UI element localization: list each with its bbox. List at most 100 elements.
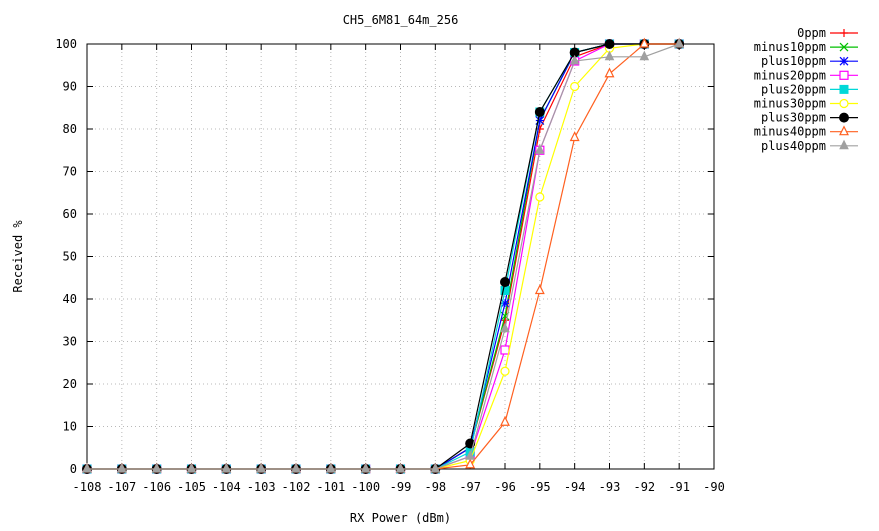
data-point-0ppm <box>535 125 544 133</box>
x-tick-label: -103 <box>247 480 276 494</box>
circle-open-marker <box>839 98 849 109</box>
data-point-plus40ppm <box>674 37 684 48</box>
legend-item-minus10ppm: minus10ppm <box>754 40 858 54</box>
y-tick-label: 0 <box>70 462 77 476</box>
x-tick-label: -108 <box>73 480 102 494</box>
y-tick-label: 50 <box>63 250 77 264</box>
data-point-plus40ppm <box>256 462 266 473</box>
data-point-minus30ppm <box>570 81 580 92</box>
data-point-plus40ppm <box>221 462 232 473</box>
x-tick-label: -106 <box>142 480 171 494</box>
data-point-plus40ppm <box>117 462 127 473</box>
x-tick-label: -99 <box>390 480 412 494</box>
data-point-plus40ppm <box>291 462 301 473</box>
legend-item-plus10ppm: plus10ppm <box>761 54 858 68</box>
y-axis-label: Received % <box>11 220 25 293</box>
legend-item-minus40ppm: minus40ppm <box>754 125 858 139</box>
legend-item-minus20ppm: minus20ppm <box>754 68 858 82</box>
y-tick-label: 40 <box>63 292 77 306</box>
chart-title: CH5_6M81_64m_256 <box>343 13 459 27</box>
legend-item-plus30ppm: plus30ppm <box>761 111 858 125</box>
x-tick-label: -91 <box>668 480 690 494</box>
series-layer <box>82 37 685 474</box>
data-point-minus40ppm <box>604 67 615 78</box>
data-point-plus40ppm <box>326 462 336 473</box>
y-tick-label: 10 <box>63 420 77 434</box>
data-point-plus40ppm <box>535 144 545 154</box>
data-point-plus30ppm <box>604 39 615 49</box>
data-point-minus30ppm <box>535 192 545 202</box>
data-point-minus20ppm <box>500 345 510 355</box>
data-point-plus40ppm <box>639 50 650 61</box>
data-point-plus40ppm <box>604 50 615 61</box>
x-tick-label: -101 <box>316 480 345 494</box>
data-point-plus40ppm <box>82 462 92 473</box>
x-tick-label: -94 <box>564 480 586 494</box>
legend-label: plus30ppm <box>761 111 826 125</box>
y-tick-label: 70 <box>63 165 77 179</box>
data-point-plus40ppm <box>186 462 197 473</box>
series-plus40ppm <box>82 37 684 473</box>
legend-label: minus30ppm <box>754 97 826 111</box>
data-point-minus40ppm <box>534 284 545 295</box>
x-tick-label: -100 <box>351 480 380 494</box>
cross-marker <box>839 42 849 52</box>
legend-label: minus20ppm <box>754 68 826 82</box>
x-tick-label: -107 <box>107 480 136 494</box>
data-point-plus30ppm <box>465 438 476 449</box>
star-marker <box>839 56 849 66</box>
legend-label: minus10ppm <box>754 40 826 54</box>
data-point-minus40ppm <box>639 37 650 48</box>
grid <box>87 44 714 469</box>
legend-item-plus20ppm: plus20ppm <box>761 82 858 96</box>
x-tick-label: -96 <box>494 480 516 494</box>
data-point-plus40ppm <box>569 54 580 65</box>
data-point-plus40ppm <box>500 322 510 333</box>
legend-label: plus10ppm <box>761 54 826 68</box>
data-point-minus40ppm <box>465 458 476 469</box>
data-point-plus40ppm <box>151 462 162 473</box>
triangle-filled-marker <box>839 139 849 150</box>
legend-item-minus30ppm: minus30ppm <box>754 97 858 111</box>
legend-label: plus20ppm <box>761 82 826 96</box>
x-tick-label: -97 <box>459 480 481 494</box>
data-point-plus30ppm <box>500 277 510 287</box>
legend: 0ppmminus10ppmplus10ppmminus20ppmplus20p… <box>754 26 858 153</box>
x-tick-label: -98 <box>424 480 446 494</box>
x-tick-label: -105 <box>177 480 206 494</box>
plus-marker <box>840 29 848 37</box>
data-point-minus40ppm <box>569 131 580 142</box>
y-tick-label: 90 <box>63 80 77 94</box>
x-tick-label: -102 <box>282 480 311 494</box>
x-tick-label: -95 <box>529 480 551 494</box>
y-tick-label: 60 <box>63 207 77 221</box>
x-tick-label: -93 <box>599 480 621 494</box>
x-tick-label: -90 <box>703 480 725 494</box>
data-point-plus30ppm <box>534 107 545 117</box>
legend-item-plus40ppm: plus40ppm <box>761 139 858 153</box>
data-point-minus30ppm <box>500 366 510 376</box>
data-point-plus40ppm <box>430 462 441 473</box>
square-open-marker <box>839 70 849 80</box>
triangle-open-marker <box>839 125 849 136</box>
y-tick-label: 100 <box>55 37 77 51</box>
series-line-plus40ppm <box>87 43 680 470</box>
y-tick-label: 30 <box>63 335 77 349</box>
legend-label: 0ppm <box>797 26 826 40</box>
data-point-minus40ppm <box>500 415 510 426</box>
square-filled-marker <box>839 84 849 94</box>
x-tick-label: -92 <box>633 480 655 494</box>
data-point-plus10ppm <box>535 116 545 125</box>
legend-label: minus40ppm <box>754 125 826 139</box>
data-point-plus40ppm <box>360 462 371 473</box>
y-tick-label: 20 <box>63 377 77 391</box>
data-point-plus40ppm <box>465 450 475 460</box>
axis-ticks: -108 -107 -106 -105 -104 -103 -102 -101 -100 -99-… <box>55 37 725 494</box>
x-axis-label: RX Power (dBm) <box>350 511 451 525</box>
data-point-plus40ppm <box>395 462 406 473</box>
legend-label: plus40ppm <box>761 139 826 153</box>
x-tick-label: -104 <box>212 480 241 494</box>
circle-filled-marker <box>839 112 849 123</box>
series-minus40ppm <box>82 37 685 473</box>
